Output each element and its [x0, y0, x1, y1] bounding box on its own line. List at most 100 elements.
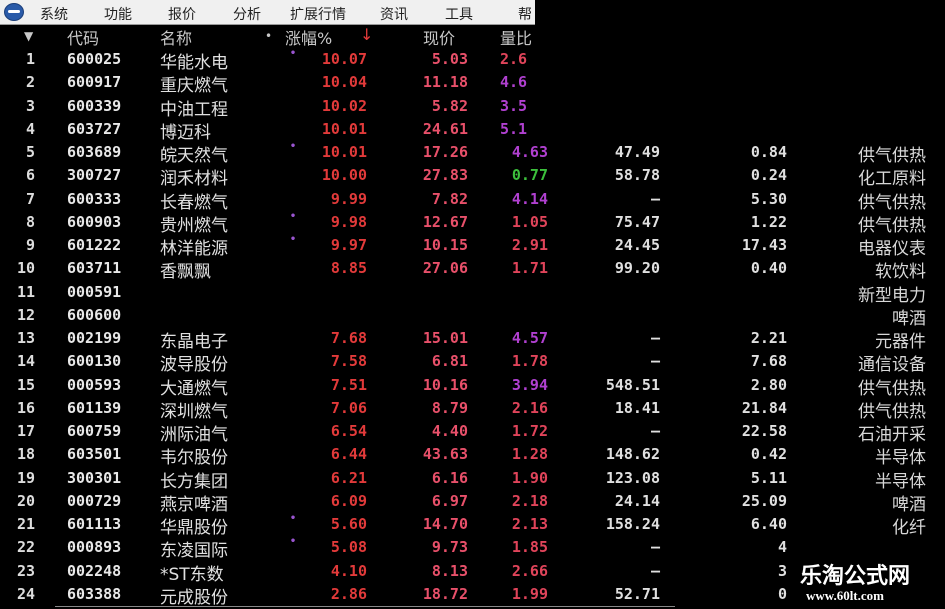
- row-index: 2: [25, 73, 35, 92]
- table-row[interactable]: 2 600917 重庆燃气 10.04 11.18 4.6: [0, 71, 945, 96]
- table-row[interactable]: 22 000893 东凌国际 5.08 9.73 1.85 — 4 •: [0, 536, 945, 561]
- row-index: 3: [25, 96, 35, 115]
- table-row[interactable]: 20 000729 燕京啤酒 6.09 6.97 2.18 24.14 25.09 啤酒: [0, 490, 945, 515]
- price: 17.26: [422, 143, 468, 161]
- table-row[interactable]: 19 300301 长方集团 6.21 6.16 1.90 123.08 5.11 半导体: [0, 467, 945, 492]
- value-col: 0.84: [750, 143, 787, 161]
- change-pct: 7.68: [330, 329, 367, 347]
- industry: 半导体: [875, 448, 926, 469]
- header-change-pct[interactable]: 涨幅%: [285, 29, 333, 48]
- menu-analysis[interactable]: 分析: [233, 7, 261, 23]
- pe-ratio: 548.51: [605, 375, 660, 394]
- menu-news[interactable]: 资讯: [380, 7, 408, 23]
- table-row[interactable]: 15 000593 大通燃气 7.51 10.16 3.94 548.51 2.80 供气供热: [0, 374, 945, 399]
- table-row[interactable]: 13 002199 东晶电子 7.68 15.01 4.57 — 2.21 元器件: [0, 327, 945, 352]
- stock-code: 300301: [67, 468, 122, 487]
- table-row[interactable]: 6 300727 润禾材料 10.00 27.83 0.77 58.78 0.24 化工原料: [0, 164, 945, 190]
- header-code[interactable]: 代码: [67, 29, 100, 48]
- row-index: 9: [25, 236, 35, 254]
- price: 15.01: [422, 329, 468, 347]
- change-pct: 10.04: [321, 73, 367, 92]
- pe-ratio: 75.47: [614, 212, 660, 231]
- table-row[interactable]: 11 000591 新型电力: [0, 281, 945, 306]
- row-index: 11: [16, 282, 35, 301]
- price: 6.81: [431, 352, 468, 371]
- app-logo-icon: [4, 3, 24, 21]
- stock-name: 东晶电子: [160, 332, 228, 352]
- watermark-title: 乐淘公式网: [800, 563, 911, 589]
- pe-ratio: —: [650, 538, 660, 557]
- industry: 半导体: [875, 471, 926, 492]
- volume-ratio: 2.91: [511, 236, 548, 254]
- price: 43.63: [422, 445, 468, 464]
- stock-code: 600903: [67, 212, 122, 231]
- menu-extended-market[interactable]: 扩展行情: [290, 7, 346, 23]
- table-row[interactable]: 23 002248 *ST东数 4.10 8.13 2.66 — 3: [0, 560, 945, 585]
- row-index: 13: [16, 329, 35, 347]
- pe-ratio: —: [650, 561, 660, 580]
- header-volume-ratio[interactable]: 量比: [500, 29, 533, 47]
- stock-name: 长春燃气: [160, 192, 228, 213]
- pe-ratio: 123.08: [605, 468, 660, 487]
- price: 7.82: [431, 189, 468, 208]
- stock-name: 波导股份: [160, 355, 228, 376]
- sort-toggle-icon[interactable]: ▼: [24, 29, 34, 43]
- stock-name: 燕京啤酒: [160, 494, 228, 515]
- row-index: 19: [16, 468, 35, 487]
- pe-ratio: 58.78: [614, 166, 660, 185]
- industry: 化工原料: [858, 169, 926, 190]
- value-col: 0.24: [750, 166, 787, 185]
- row-index: 24: [16, 584, 35, 603]
- menu-help[interactable]: 帮: [518, 7, 532, 23]
- stock-code: 601222: [67, 236, 122, 254]
- price: 10.16: [422, 375, 468, 394]
- change-pct: 7.51: [330, 375, 367, 394]
- stock-code: 600130: [67, 352, 122, 371]
- value-col: 2.80: [750, 375, 787, 394]
- stock-code: 600917: [67, 73, 122, 92]
- pe-ratio: 24.45: [614, 236, 660, 254]
- pe-ratio: —: [650, 352, 660, 371]
- table-row[interactable]: 9 601222 林洋能源 9.97 10.15 2.91 24.45 17.43 电器仪表 •: [0, 234, 945, 259]
- stock-name: 贵州燃气: [160, 215, 228, 236]
- header-name[interactable]: 名称: [160, 29, 193, 48]
- table-row[interactable]: 3 600339 中油工程 10.02 5.82 3.5: [0, 95, 945, 120]
- stock-code: 002199: [67, 329, 122, 347]
- pe-ratio: 18.41: [614, 398, 660, 417]
- table-row[interactable]: 14 600130 波导股份 7.58 6.81 1.78 — 7.68 通信设备: [0, 350, 945, 376]
- table-row[interactable]: 10 603711 香飘飘 8.85 27.06 1.71 99.20 0.40 软饮料: [0, 257, 945, 282]
- industry: 新型电力: [858, 285, 926, 306]
- menu-function[interactable]: 功能: [104, 7, 132, 23]
- volume-ratio: 2.13: [511, 515, 548, 533]
- price: 24.61: [422, 119, 468, 138]
- table-row[interactable]: 24 603388 元成股份 2.86 18.72 1.99 52.71 0: [0, 583, 945, 608]
- price: 27.06: [422, 259, 468, 278]
- table-row[interactable]: 5 603689 皖天然气 10.01 17.26 4.63 47.49 0.84 供气供热 •: [0, 141, 945, 166]
- value-col: 4: [777, 538, 787, 557]
- pe-ratio: —: [650, 189, 660, 208]
- table-row[interactable]: 16 601139 深圳燃气 7.06 8.79 2.16 18.41 21.84 供气供热: [0, 397, 945, 422]
- industry: 啤酒: [892, 308, 926, 329]
- stock-code: 603711: [67, 259, 122, 278]
- change-pct: 10.01: [321, 143, 367, 161]
- marker-dot-icon: •: [290, 48, 297, 59]
- table-row[interactable]: 8 600903 贵州燃气 9.98 12.67 1.05 75.47 1.22 供气供热 •: [0, 211, 945, 236]
- header-price[interactable]: 现价: [423, 29, 456, 48]
- table-row[interactable]: 18 603501 韦尔股份 6.44 43.63 1.28 148.62 0.42 半导体: [0, 443, 945, 469]
- volume-ratio: 1.99: [511, 584, 548, 603]
- row-index: 22: [16, 538, 35, 557]
- stock-code: 601113: [67, 515, 122, 533]
- table-row[interactable]: 7 600333 长春燃气 9.99 7.82 4.14 — 5.30 供气供热: [0, 188, 945, 213]
- volume-ratio: 4.14: [511, 189, 548, 208]
- table-row[interactable]: 12 600600 啤酒: [0, 304, 945, 329]
- value-col: 5.11: [750, 468, 787, 487]
- menu-quote[interactable]: 报价: [168, 7, 196, 23]
- table-row[interactable]: 1 600025 华能水电 10.07 5.03 2.6 •: [0, 48, 945, 73]
- table-row[interactable]: 17 600759 洲际油气 6.54 4.40 1.72 — 22.58 石油开采: [0, 420, 945, 445]
- menu-system[interactable]: 系统: [40, 7, 68, 23]
- menu-tools[interactable]: 工具: [445, 7, 473, 23]
- pe-ratio: 24.14: [614, 491, 660, 510]
- table-row[interactable]: 4 603727 博迈科 10.01 24.61 5.1: [0, 118, 945, 143]
- change-pct: 6.44: [330, 445, 367, 464]
- table-row[interactable]: 21 601113 华鼎股份 5.60 14.70 2.13 158.24 6.40 化纤 •: [0, 513, 945, 538]
